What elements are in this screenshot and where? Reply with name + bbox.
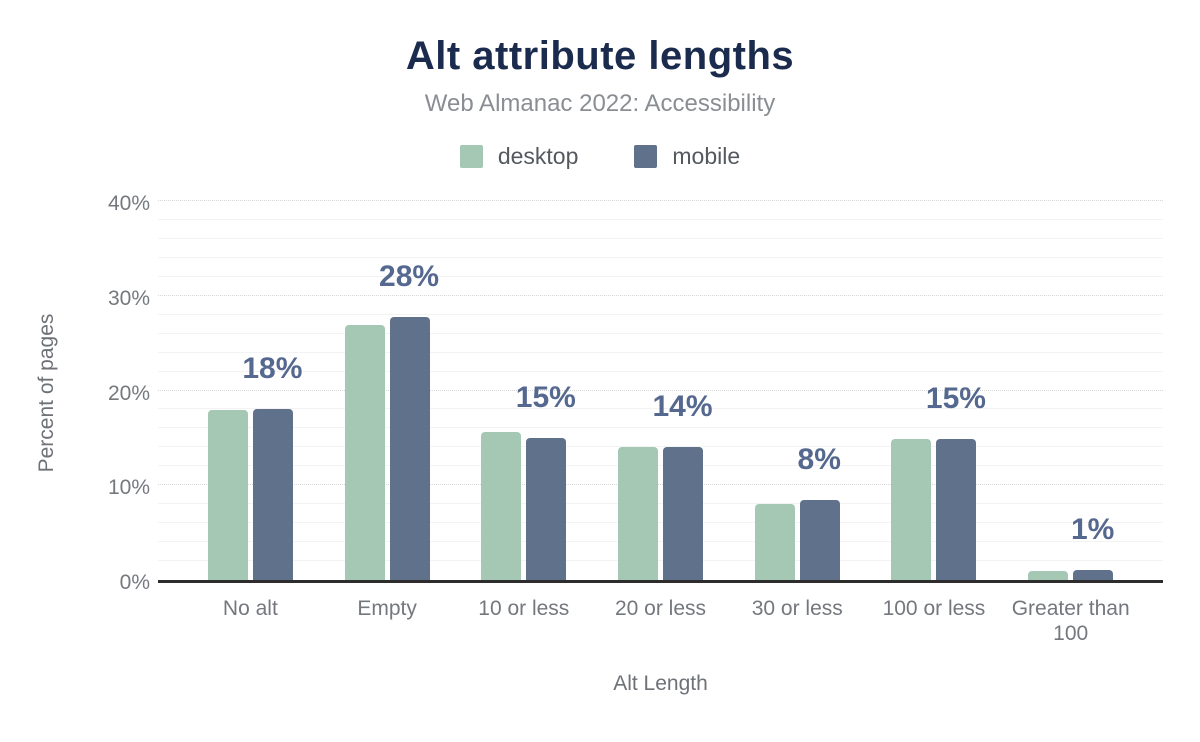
value-label-greater-than-100: 1% (1070, 512, 1115, 546)
bar-group-30-or-less: 8% 30 or less (729, 204, 866, 620)
bar-group-10-or-less: 15% 10 or less (455, 204, 592, 620)
minor-gridline (158, 446, 1163, 448)
bar-mobile-no-alt (252, 409, 293, 580)
bar-group-20-or-less: 14% 20 or less (592, 204, 729, 620)
minor-gridline (158, 351, 1163, 353)
minor-gridline (158, 218, 1163, 220)
minor-gridline (158, 522, 1163, 524)
y-tick-label-30: 30% (107, 286, 150, 310)
x-tick-label-no-alt: No alt (222, 597, 278, 620)
minor-gridline (158, 275, 1163, 277)
minor-gridline (158, 237, 1163, 239)
bar-desktop-20-or-less (618, 447, 659, 580)
minor-gridline (158, 465, 1163, 467)
bar-desktop-100-or-less (891, 438, 932, 580)
legend-swatch-mobile (634, 145, 658, 168)
value-label-100-or-less: 15% (925, 381, 986, 415)
bar-mobile-greater-than-100 (1073, 569, 1114, 580)
minor-gridline (158, 427, 1163, 429)
major-gridline (158, 484, 1163, 486)
y-tick-label-10: 10% (107, 476, 150, 500)
bar-group-100-or-less: 15% 100 or less (866, 204, 1003, 620)
value-label-20-or-less: 14% (652, 390, 713, 424)
minor-gridline (158, 332, 1163, 334)
plot-area: 18% No alt 28% Empty 15% 10 or less 14% 20 or l… (158, 200, 1163, 645)
x-tick-label-10-or-less: 10 or less (478, 597, 570, 620)
bar-mobile-empty (389, 316, 430, 580)
x-axis-title: Alt Length (613, 672, 708, 695)
chart-title: Alt attribute lengths (405, 34, 795, 78)
legend-item-mobile: mobile (634, 143, 740, 170)
value-label-no-alt: 18% (242, 352, 303, 386)
bar-mobile-100-or-less (936, 438, 977, 580)
x-tick-label-greater-than-100: Greater than 100 (1011, 597, 1130, 645)
major-gridline (158, 200, 1163, 201)
value-label-empty: 28% (379, 259, 440, 293)
major-gridline (158, 294, 1163, 296)
bar-desktop-30-or-less (754, 504, 795, 580)
value-label-10-or-less: 15% (515, 380, 576, 414)
y-tick-label-20: 20% (107, 381, 150, 405)
major-gridline (158, 389, 1163, 391)
legend-item-desktop: desktop (459, 143, 579, 170)
bar-desktop-empty (344, 325, 385, 580)
minor-gridline (158, 560, 1163, 562)
bar-desktop-10-or-less (481, 432, 522, 580)
chart-subtitle: Web Almanac 2022: Accessibility (424, 90, 776, 117)
bar-desktop-no-alt (207, 410, 248, 580)
legend-label: mobile (672, 143, 741, 169)
value-label-30-or-less: 8% (797, 443, 841, 477)
minor-gridline (158, 541, 1163, 543)
legend-swatch-desktop (459, 145, 483, 168)
x-tick-label-empty: Empty (357, 597, 417, 620)
bar-group-greater-than-100: 1% Greater than 100 (1002, 204, 1139, 645)
y-tick-label-40: 40% (107, 192, 150, 215)
bar-desktop-greater-than-100 (1028, 570, 1069, 580)
bar-mobile-10-or-less (526, 437, 567, 580)
minor-gridline (158, 256, 1163, 258)
x-tick-label-30-or-less: 30 or less (751, 597, 843, 620)
bar-group-no-alt: 18% No alt (182, 204, 319, 620)
minor-gridline (158, 313, 1163, 315)
bar-mobile-30-or-less (799, 500, 840, 580)
x-tick-label-100-or-less: 100 or less (882, 597, 986, 620)
minor-gridline (158, 503, 1163, 505)
x-tick-label-20-or-less: 20 or less (614, 597, 707, 620)
minor-gridline (158, 370, 1163, 372)
y-tick-label-0: 0% (119, 571, 150, 594)
legend-label: desktop (497, 143, 579, 169)
legend: desktop mobile (0, 143, 1200, 170)
bar-mobile-20-or-less (663, 447, 704, 580)
bar-group-empty: 28% Empty (319, 204, 456, 620)
minor-gridline (158, 408, 1163, 410)
